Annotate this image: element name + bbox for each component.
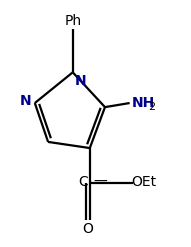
Text: N: N [19,94,31,108]
Text: NH: NH [132,96,155,110]
Text: C: C [78,175,88,189]
Text: —: — [94,175,107,189]
Text: O: O [83,222,93,236]
Text: 2: 2 [148,102,155,112]
Text: OEt: OEt [132,175,157,189]
Text: N: N [75,74,86,88]
Text: Ph: Ph [64,14,81,28]
